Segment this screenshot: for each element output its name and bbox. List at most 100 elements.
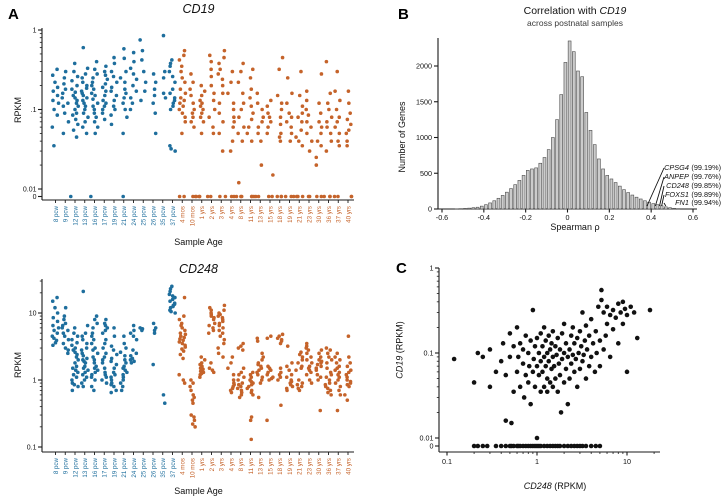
svg-text:37 yrs: 37 yrs xyxy=(336,458,343,475)
histogram-title-prefix: Correlation with xyxy=(523,5,600,17)
svg-text:11 yrs: 11 yrs xyxy=(248,458,255,474)
svg-text:36 yrs: 36 yrs xyxy=(326,206,333,223)
svg-text:26 pcw: 26 pcw xyxy=(150,205,157,225)
cd248-plot-title: CD248 xyxy=(179,262,218,276)
svg-text:18 yrs: 18 yrs xyxy=(277,206,284,223)
svg-text:30 yrs: 30 yrs xyxy=(316,458,323,475)
svg-text:4 yrs: 4 yrs xyxy=(228,206,235,219)
histogram-title-gene: CD19 xyxy=(599,5,627,17)
svg-text:0.1: 0.1 xyxy=(442,457,452,466)
svg-text:17 pcw: 17 pcw xyxy=(102,457,109,477)
svg-text:25 pcw: 25 pcw xyxy=(141,205,148,225)
svg-text:19 yrs: 19 yrs xyxy=(287,206,294,223)
histogram-y-axis-label: Number of Genes xyxy=(397,101,407,173)
svg-text:21 yrs: 21 yrs xyxy=(297,206,304,223)
svg-text:11 yrs: 11 yrs xyxy=(248,206,255,222)
svg-text:2 yrs: 2 yrs xyxy=(209,458,216,471)
svg-text:26 pcw: 26 pcw xyxy=(150,457,157,477)
svg-text:0.01: 0.01 xyxy=(23,186,37,193)
scatter-x-label-suffix: (RPKM) xyxy=(551,481,587,491)
svg-text:8 yrs: 8 yrs xyxy=(238,458,245,471)
scatter-x-label-gene: CD248 xyxy=(523,481,552,491)
svg-text:13 yrs: 13 yrs xyxy=(258,206,265,223)
svg-text:12 pcw: 12 pcw xyxy=(72,457,79,477)
svg-text:37 pcw: 37 pcw xyxy=(170,457,177,477)
svg-text:1000: 1000 xyxy=(416,133,432,142)
svg-text:10 mos: 10 mos xyxy=(189,206,196,226)
cd19-cd248-scatter: 1 0.1 0.010 0.1 1 10 xyxy=(420,264,660,466)
svg-text:21 yrs: 21 yrs xyxy=(297,458,304,475)
svg-text:13 pcw: 13 pcw xyxy=(82,457,89,477)
svg-text:37 pcw: 37 pcw xyxy=(170,205,177,225)
svg-text:8 pcw: 8 pcw xyxy=(53,205,60,222)
svg-text:15 yrs: 15 yrs xyxy=(267,458,274,475)
svg-text:37 yrs: 37 yrs xyxy=(336,206,343,223)
svg-text:0: 0 xyxy=(430,442,434,451)
histogram-subtitle: across postnatal samples xyxy=(527,18,623,28)
svg-text:35 pcw: 35 pcw xyxy=(160,205,167,225)
svg-text:21 pcw: 21 pcw xyxy=(121,457,128,477)
svg-text:3 yrs: 3 yrs xyxy=(219,206,226,219)
svg-text:4 mos: 4 mos xyxy=(180,206,187,223)
svg-text:3 yrs: 3 yrs xyxy=(219,458,226,471)
svg-text:CD248(99.85%): CD248 (99.85%) xyxy=(666,181,721,190)
cd248-age-strip-plot: 10 1 0.1 8 pcw 9 pcw 12 pcw 13 pcw 16 pcw 17 pcw… xyxy=(27,279,354,478)
svg-text:35 pcw: 35 pcw xyxy=(160,457,167,477)
svg-text:2 yrs: 2 yrs xyxy=(209,206,216,219)
svg-text:0: 0 xyxy=(566,213,570,222)
panel-letter-c: C xyxy=(396,260,407,277)
svg-text:13 yrs: 13 yrs xyxy=(258,458,265,475)
histogram-x-axis-label: Spearman ρ xyxy=(550,222,600,232)
svg-text:13 pcw: 13 pcw xyxy=(82,205,89,225)
svg-text:23 yrs: 23 yrs xyxy=(306,206,313,223)
scatter-x-axis-label: CD248 (RPKM) xyxy=(455,481,655,491)
svg-text:1: 1 xyxy=(33,27,37,34)
svg-text:FOXS1(99.89%): FOXS1 (99.89%) xyxy=(665,190,721,199)
svg-text:30 yrs: 30 yrs xyxy=(316,206,323,223)
svg-text:24 pcw: 24 pcw xyxy=(131,457,138,477)
scatter-y-label-suffix: (RPKM) xyxy=(394,321,405,356)
svg-text:24 pcw: 24 pcw xyxy=(131,205,138,225)
panel-letter-a: A xyxy=(8,6,19,23)
svg-text:0.6: 0.6 xyxy=(688,213,698,222)
svg-text:FN1(99.94%): FN1 (99.94%) xyxy=(675,198,721,207)
svg-text:40 yrs: 40 yrs xyxy=(345,206,352,223)
svg-text:16 pcw: 16 pcw xyxy=(92,205,99,225)
svg-text:18 yrs: 18 yrs xyxy=(277,458,284,475)
svg-text:10: 10 xyxy=(623,457,631,466)
svg-text:2000: 2000 xyxy=(416,62,432,71)
svg-text:0: 0 xyxy=(33,194,37,201)
svg-text:0.2: 0.2 xyxy=(604,213,614,222)
svg-text:-0.2: -0.2 xyxy=(519,213,531,222)
svg-text:19 yrs: 19 yrs xyxy=(287,458,294,475)
svg-text:CPSG4(99.19%): CPSG4 (99.19%) xyxy=(664,163,721,172)
svg-text:8 pcw: 8 pcw xyxy=(53,457,60,474)
correlation-histogram: 0 500 1000 1500 2000 -0.6 -0.4 -0.2 0 0.2 0.4 0.6 CP… xyxy=(416,38,721,222)
cd19-x-axis-label: Sample Age xyxy=(174,237,223,247)
svg-text:15 yrs: 15 yrs xyxy=(267,206,274,223)
svg-text:ANPEP(99.76%): ANPEP (99.76%) xyxy=(663,172,721,181)
svg-text:40 yrs: 40 yrs xyxy=(345,458,352,475)
svg-text:36 yrs: 36 yrs xyxy=(326,458,333,475)
svg-text:9 pcw: 9 pcw xyxy=(63,457,70,474)
svg-text:1: 1 xyxy=(430,264,434,273)
svg-text:1 yrs: 1 yrs xyxy=(199,206,206,219)
svg-text:21 pcw: 21 pcw xyxy=(121,205,128,225)
svg-text:19 pcw: 19 pcw xyxy=(111,205,118,225)
svg-text:4 yrs: 4 yrs xyxy=(228,458,235,471)
cd19-y-axis-label: RPKM xyxy=(13,97,23,124)
scatter-y-axis-label: CD19 (RPKM) xyxy=(395,303,405,398)
svg-text:1: 1 xyxy=(535,457,539,466)
svg-text:4 mos: 4 mos xyxy=(180,458,187,475)
cd248-x-axis-label: Sample Age xyxy=(174,486,223,496)
panel-letter-b: B xyxy=(398,6,409,23)
svg-text:16 pcw: 16 pcw xyxy=(92,457,99,477)
svg-text:23 yrs: 23 yrs xyxy=(306,458,313,475)
svg-text:0.4: 0.4 xyxy=(646,213,656,222)
svg-text:1 yrs: 1 yrs xyxy=(199,458,206,471)
cd19-plot-title: CD19 xyxy=(182,2,215,16)
svg-text:-0.4: -0.4 xyxy=(478,213,490,222)
histogram-title: Correlation with CD19 xyxy=(440,5,710,17)
svg-text:10: 10 xyxy=(29,310,37,317)
